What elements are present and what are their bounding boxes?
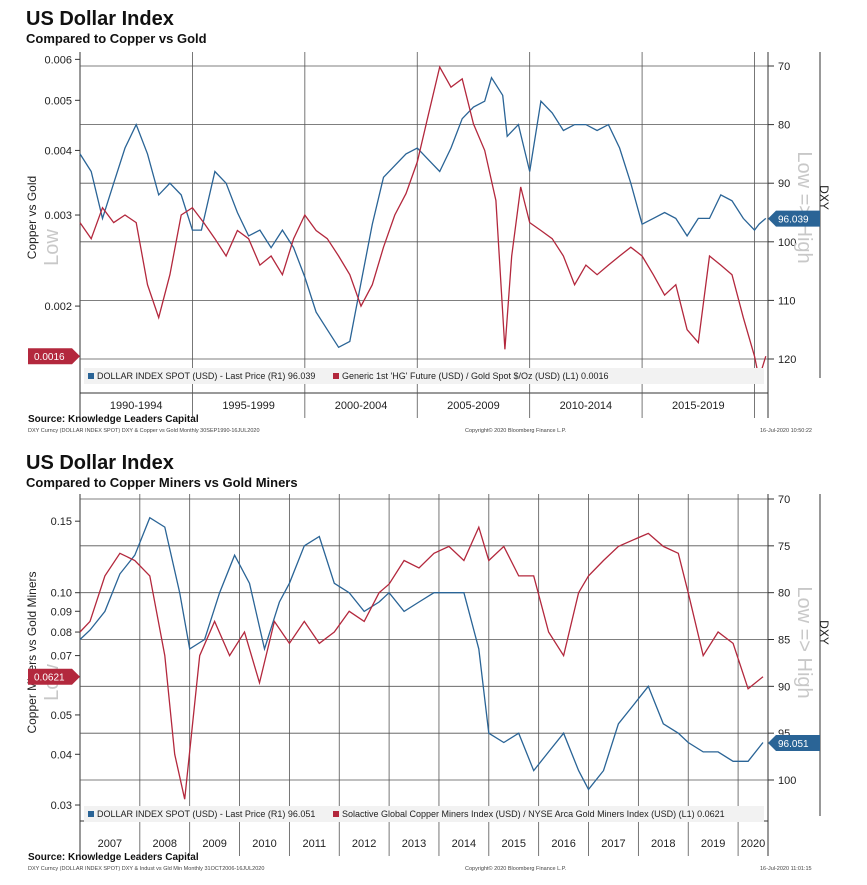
right-tick-label: 120	[778, 354, 796, 366]
right-axis-title: DXY	[817, 620, 831, 645]
x-tick-label: 2009	[202, 838, 226, 850]
right-tick-label: 70	[778, 61, 790, 73]
legend-entry: Solactive Global Copper Miners Index (US…	[342, 809, 725, 819]
right-tick-label: 80	[778, 588, 790, 600]
chart-panel-copper-vs-gold: US Dollar Index Compared to Copper vs Go…	[0, 0, 867, 440]
right-watermark: Low => High	[793, 586, 815, 698]
left-tick-label: 0.003	[44, 210, 72, 222]
x-tick-label: 2014	[452, 838, 476, 850]
x-tick-label: 2000-2004	[335, 400, 388, 412]
right-tick-label: 70	[778, 494, 790, 506]
right-axis-title: DXY	[817, 185, 831, 210]
chart-title: US Dollar Index	[26, 8, 174, 30]
left-axis-title: Copper Miners vs Gold Miners	[25, 571, 39, 733]
legend-entry: Generic 1st 'HG' Future (USD) / Gold Spo…	[342, 371, 609, 381]
x-tick-label: 2015	[501, 838, 525, 850]
series-line-ratio	[79, 65, 767, 379]
legend-swatch	[333, 811, 339, 817]
footer-copyright: Copyright© 2020 Bloomberg Finance L.P.	[465, 428, 567, 434]
legend-box	[84, 806, 764, 822]
last-value-tag-right	[768, 210, 820, 227]
chart-subtitle: Compared to Copper Miners vs Gold Miners	[26, 475, 298, 490]
left-tick-label: 0.002	[44, 301, 72, 313]
footer-timestamp: 16-Jul-2020 10:50:22	[760, 428, 812, 434]
x-tick-label: 2017	[601, 838, 625, 850]
x-tick-label: 2018	[651, 838, 675, 850]
x-tick-label: 2019	[701, 838, 725, 850]
x-tick-label: 2012	[352, 838, 376, 850]
x-tick-label: 2011	[302, 838, 326, 850]
left-tick-label: 0.15	[51, 516, 72, 528]
x-tick-label: 2008	[153, 838, 177, 850]
last-value-tag-left	[28, 348, 80, 365]
footer-timestamp: 16-Jul-2020 11:01:15	[760, 866, 812, 872]
chart-subtitle: Compared to Copper vs Gold	[26, 31, 207, 46]
left-tick-label: 0.07	[51, 651, 72, 663]
legend-swatch	[88, 373, 94, 379]
right-tick-label: 100	[778, 237, 796, 249]
last-value-label-right: 96.039	[778, 215, 809, 226]
x-tick-label: 2020	[741, 838, 765, 850]
x-tick-label: 1995-1999	[222, 400, 275, 412]
footer-left: DXY Curncy (DOLLAR INDEX SPOT) DXY & Cop…	[28, 428, 260, 434]
x-tick-label: 1990-1994	[110, 400, 163, 412]
footer-left: DXY Curncy (DOLLAR INDEX SPOT) DXY & Ind…	[28, 866, 265, 872]
right-tick-label: 90	[778, 681, 790, 693]
right-tick-label: 80	[778, 120, 790, 132]
left-watermark: Low	[41, 229, 63, 266]
chart-source: Source: Knowledge Leaders Capital	[28, 414, 199, 425]
x-tick-label: 2015-2019	[672, 400, 725, 412]
legend-entry: DOLLAR INDEX SPOT (USD) - Last Price (R1…	[97, 371, 315, 381]
chart-svg: 7075808590951000.030.040.050.070.080.090…	[25, 494, 831, 856]
left-tick-label: 0.09	[51, 606, 72, 618]
left-tick-label: 0.10	[51, 588, 72, 600]
left-tick-label: 0.05	[51, 710, 72, 722]
x-tick-label: 2010-2014	[560, 400, 613, 412]
legend-swatch	[88, 811, 94, 817]
legend-swatch	[333, 373, 339, 379]
series-line-dollar-index	[79, 76, 767, 349]
legend-box	[84, 368, 764, 384]
right-tick-label: 110	[778, 295, 796, 307]
right-tick-label: 90	[778, 178, 790, 190]
x-tick-label: 2007	[98, 838, 122, 850]
footer-copyright: Copyright© 2020 Bloomberg Finance L.P.	[465, 866, 567, 872]
chart-svg: 70 80 90 100 110 120 0.002 0.003 0.004 0.005 0.006…	[25, 52, 831, 418]
left-tick-label: 0.006	[44, 54, 72, 66]
x-tick-label: 2005-2009	[447, 400, 500, 412]
left-tick-label: 0.04	[51, 749, 72, 761]
x-tick-label: 2010	[252, 838, 276, 850]
last-value-tag-left	[28, 668, 80, 685]
chart-title: US Dollar Index	[26, 452, 174, 474]
left-tick-label: 0.005	[44, 95, 72, 107]
chart-source: Source: Knowledge Leaders Capital	[28, 852, 199, 863]
right-tick-label: 75	[778, 541, 790, 553]
last-value-label-right: 96.051	[778, 739, 809, 750]
last-value-label-left: 0.0016	[34, 352, 65, 363]
x-tick-label: 2013	[402, 838, 426, 850]
right-watermark: Low => High	[793, 151, 815, 263]
right-tick-label: 100	[778, 775, 796, 787]
right-tick-label: 85	[778, 635, 790, 647]
chart-panel-copper-miners-vs-gold-miners: US Dollar Index Compared to Copper Miner…	[0, 444, 867, 885]
x-tick-label: 2016	[551, 838, 575, 850]
left-axis-title: Copper vs Gold	[25, 176, 39, 259]
legend-entry: DOLLAR INDEX SPOT (USD) - Last Price (R1…	[97, 809, 315, 819]
series-line-dollar-index	[79, 516, 764, 791]
left-tick-label: 0.004	[44, 145, 72, 157]
left-tick-label: 0.08	[51, 627, 72, 639]
left-tick-label: 0.03	[51, 800, 72, 812]
last-value-tag-right	[768, 735, 820, 752]
last-value-label-left: 0.0621	[34, 673, 65, 684]
series-line-ratio	[79, 525, 764, 800]
